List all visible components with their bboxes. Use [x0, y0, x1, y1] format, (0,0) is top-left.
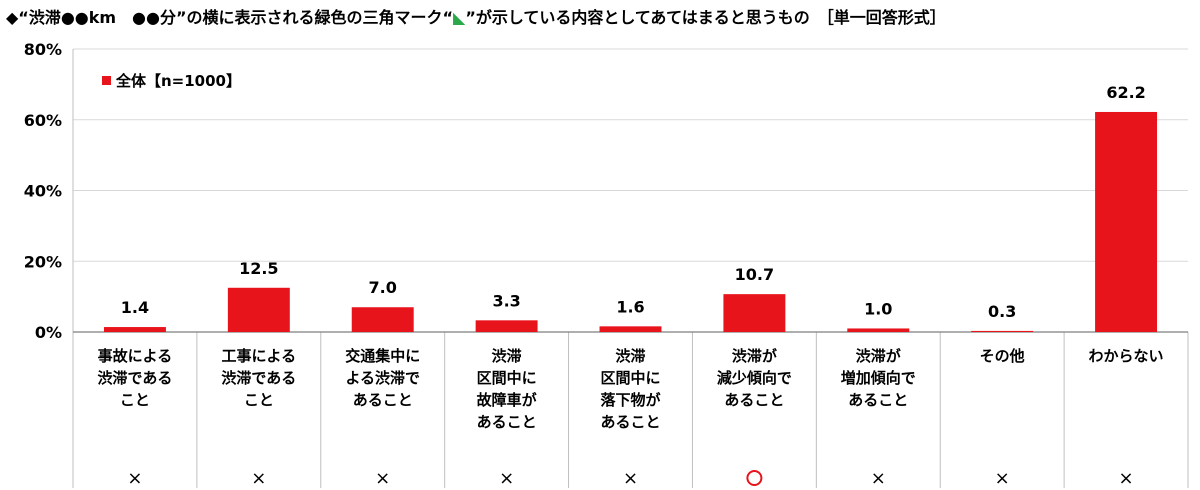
- bar: [1095, 111, 1158, 332]
- category-label: 渋滞である: [98, 369, 173, 387]
- category-label: その他: [980, 347, 1025, 365]
- y-tick-label: 0%: [35, 323, 62, 342]
- circle-mark: [746, 470, 763, 486]
- category-label: こと: [120, 391, 150, 409]
- data-label: 12.5: [239, 259, 278, 278]
- legend-swatch: [102, 76, 111, 85]
- data-label: 10.7: [735, 265, 774, 284]
- legend-label: 全体【n=1000】: [115, 72, 241, 90]
- data-label: 0.3: [988, 302, 1016, 321]
- cross-mark: ×: [871, 468, 886, 489]
- category-label: 渋滞が: [856, 347, 902, 365]
- category-label: あること: [353, 391, 413, 409]
- category-label: あること: [477, 413, 537, 431]
- category-label: わからない: [1089, 347, 1164, 365]
- y-tick-label: 20%: [24, 252, 62, 271]
- category-label: あること: [600, 413, 660, 431]
- bar: [475, 320, 538, 332]
- category-label: あること: [724, 391, 784, 409]
- chart-title: ◆“渋滞●●km ●●分”の横に表示される緑色の三角マーク“◣”が示している内容…: [6, 8, 946, 27]
- category-label: 故障車が: [477, 391, 538, 409]
- bar: [351, 307, 414, 332]
- bar: [723, 294, 786, 332]
- y-tick-label: 60%: [24, 111, 62, 130]
- category-label: 渋滞: [615, 347, 645, 365]
- category-label: 増加傾向で: [841, 369, 916, 387]
- bar: [599, 326, 662, 332]
- category-label: 渋滞: [492, 347, 522, 365]
- data-label: 3.3: [492, 291, 520, 310]
- category-label: よる渋滞で: [345, 369, 420, 387]
- cross-mark: ×: [995, 468, 1010, 489]
- category-label: 落下物が: [600, 391, 661, 409]
- data-label: 1.6: [616, 297, 644, 316]
- bar: [847, 328, 910, 332]
- category-label: 工事による: [222, 347, 297, 365]
- cross-mark: ×: [623, 468, 638, 489]
- y-tick-label: 80%: [24, 40, 62, 59]
- category-label: こと: [244, 391, 274, 409]
- cross-mark: ×: [251, 468, 266, 489]
- data-label: 1.0: [864, 299, 892, 318]
- data-label: 1.4: [121, 298, 149, 317]
- category-label: 区間中に: [600, 369, 660, 387]
- bar: [103, 327, 166, 332]
- category-label: 区間中に: [477, 369, 537, 387]
- cross-mark: ×: [375, 468, 390, 489]
- category-label: 渋滞である: [221, 369, 296, 387]
- cross-mark: ×: [127, 468, 142, 489]
- cross-mark: ×: [499, 468, 514, 489]
- data-label: 62.2: [1106, 83, 1145, 102]
- bar: [227, 287, 290, 332]
- y-tick-label: 40%: [24, 182, 62, 201]
- bar: [971, 330, 1034, 332]
- data-label: 7.0: [369, 278, 397, 297]
- cross-mark: ×: [1119, 468, 1134, 489]
- category-label: 渋滞が: [732, 347, 778, 365]
- category-label: あること: [848, 391, 908, 409]
- category-label: 事故による: [98, 347, 173, 365]
- green-triangle-icon: ◣: [453, 8, 466, 27]
- category-label: 減少傾向で: [717, 369, 792, 387]
- category-label: 交通集中に: [345, 347, 420, 365]
